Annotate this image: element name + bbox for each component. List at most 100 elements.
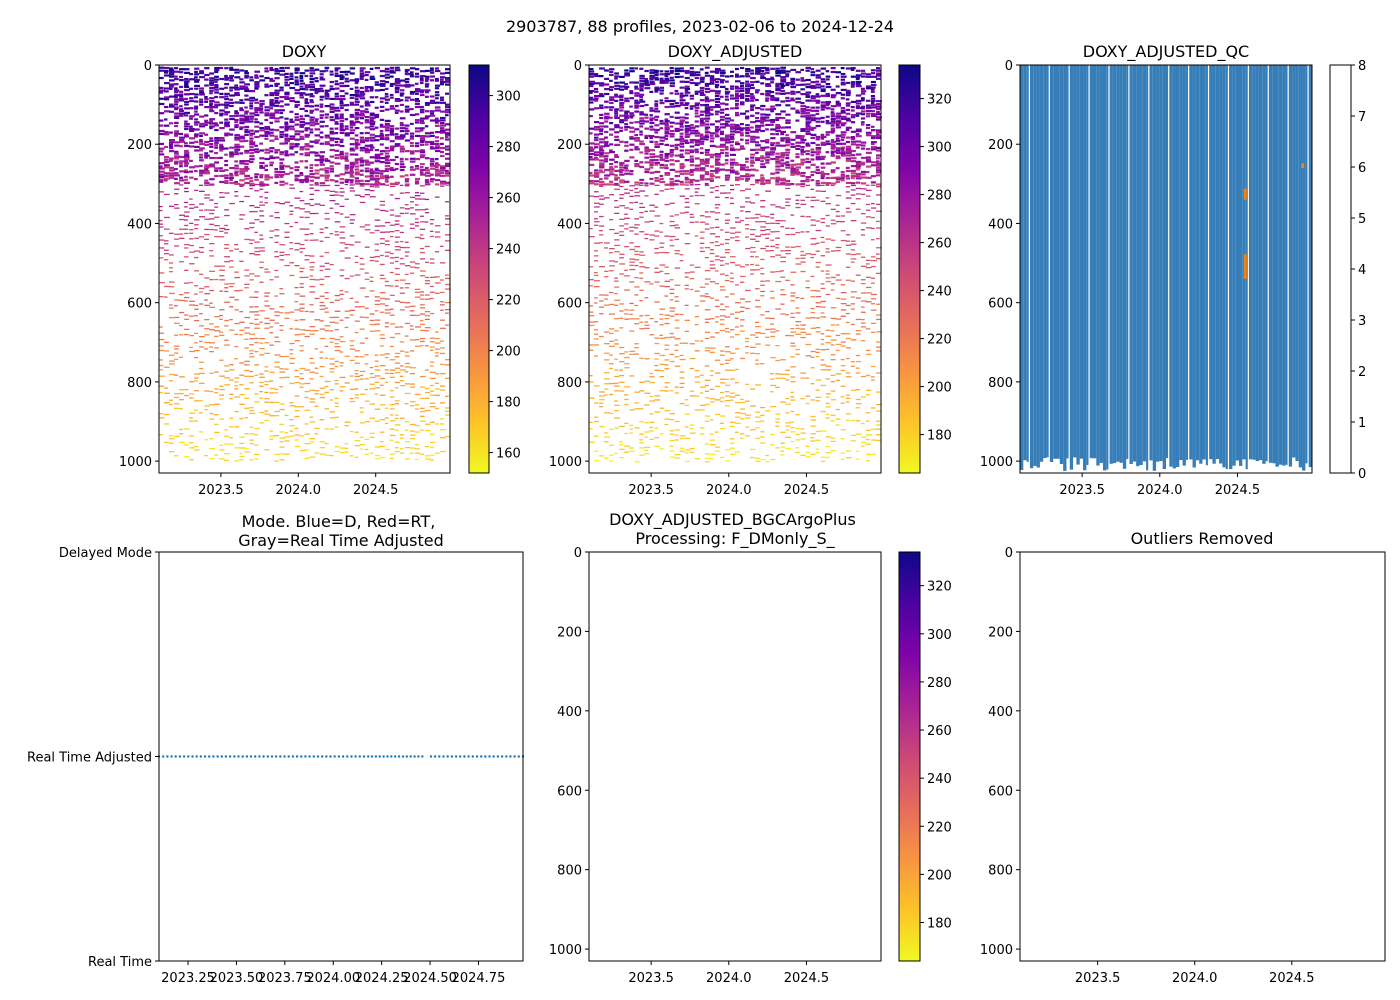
panel-doxy-adjusted-cell [730, 438, 735, 440]
panel-doxy-adjusted-cell [674, 175, 680, 178]
panel-doxy-adjusted-cell [714, 110, 720, 113]
panel-doxy-cell [254, 70, 261, 73]
panel-doxy-adjusted-cell [750, 174, 755, 177]
panel-doxy-adjusted-cell [724, 306, 730, 308]
panel-doxy-cell [279, 158, 285, 161]
panel-doxy-cell [264, 85, 270, 88]
panel-doxy-cell [369, 146, 375, 149]
panel-doxy-cell [189, 435, 194, 437]
panel-doxy-cell [359, 136, 364, 139]
panel-doxy-cell [409, 207, 414, 209]
panel-doxy-cell [379, 209, 386, 212]
panel-doxy-adjusted-cell [714, 207, 719, 209]
panel-doxy-cell [269, 236, 273, 239]
panel-doxy-adjusted-cell [649, 376, 655, 378]
panel-doxy-cell [359, 448, 364, 450]
panel-doxy-adjusted-cell [684, 288, 689, 290]
panel-doxy-cell [229, 296, 235, 298]
panel-doxy-adjusted-cell [724, 359, 731, 361]
panel-doxy-cell [299, 123, 306, 126]
panel-doxy-adjusted-cell [684, 276, 689, 278]
panel-doxy-cell [364, 161, 370, 164]
panel-doxy-adjusted-cell [735, 85, 739, 88]
panel-doxy-cell [214, 128, 219, 132]
panel-doxy-cell [274, 82, 280, 85]
panel-doxy-cell [289, 311, 295, 313]
panel-doxy-adjusted-cell [609, 228, 615, 231]
panel-doxy-adjusted-cell [704, 164, 709, 167]
panel-doxy-cell [254, 85, 260, 88]
panel-doxy-adjusted-cell [765, 94, 771, 97]
panel-doxy-cell [354, 111, 360, 114]
panel-doxy-adjusted-cell [750, 246, 756, 249]
panel-doxy-cell [299, 88, 306, 91]
panel-doxy-cell [199, 246, 205, 249]
panel-doxy-adjusted-cell [644, 380, 651, 382]
panel-doxy-cell [379, 88, 385, 92]
panel-doxy-adjusted-cell [699, 92, 704, 95]
panel-doxy-cell [314, 104, 320, 107]
panel-doxy-adjusted-cell [639, 439, 643, 441]
panel-doxy-adjusted-cell [619, 225, 625, 227]
panel-doxy-adjusted-cell [609, 88, 614, 91]
panel-doxy-cell [369, 119, 374, 122]
panel-doxy-adjusted-cell [760, 436, 765, 438]
panel-doxy-cell [199, 115, 205, 118]
panel-doxy-cell [319, 114, 325, 117]
panel-doxy-cell [209, 404, 215, 406]
panel-doxy-cell [419, 93, 425, 97]
panel-doxy-cell [279, 293, 285, 295]
panel-doxy-cell [359, 74, 365, 77]
panel-doxy-adjusted-cell [589, 195, 594, 197]
panel-doxy-adjusted-cell [765, 233, 771, 235]
panel-doxy-cell [224, 228, 230, 231]
panel-doxy-cell [344, 168, 349, 171]
panel-doxy-adjusted-cell [629, 114, 635, 117]
panel-doxy-cell [329, 139, 335, 142]
panel-doxy-cell [379, 136, 385, 139]
panel-doxy-adjusted-cell [714, 212, 721, 214]
panel-doxy-cell [394, 273, 400, 275]
panel-doxy-adjusted-cell [740, 219, 744, 222]
panel-doxy-cell [424, 132, 431, 135]
panel-doxy-cell [319, 87, 324, 90]
panel-doxy-adjusted-cell [694, 104, 699, 107]
panel-doxy-cell [209, 72, 215, 75]
panel-doxy-adjusted-cell [765, 454, 769, 457]
panel-doxy-adjusted-cell [649, 109, 655, 112]
panel-doxy-cell [369, 280, 374, 282]
panel-doxy-cell [359, 94, 365, 97]
panel-doxy-cell [174, 435, 180, 438]
panel-doxy-cell [419, 111, 425, 114]
panel-doxy-cell [204, 140, 210, 144]
panel-doxy-cell [389, 224, 396, 226]
panel-doxy-cell [159, 175, 165, 178]
panel-doxy-adjusted-cell [714, 86, 719, 89]
panel-doxy-cell [264, 197, 268, 199]
panel-doxy-ytick-label: 600 [127, 297, 152, 312]
panel-doxy-adjusted-cell [594, 133, 600, 136]
panel-doxy-cell [394, 86, 400, 90]
panel-doxy-cell [199, 93, 205, 96]
panel-doxy-adjusted-cell [750, 99, 755, 102]
panel-doxy-cell [174, 134, 178, 137]
panel-doxy-cell [440, 167, 446, 170]
panel-doxy-cell [394, 367, 400, 369]
panel-doxy-adjusted-cell [714, 71, 720, 74]
panel-doxy-adjusted-cell [755, 416, 761, 418]
panel-doxy-cell [429, 337, 435, 339]
panel-doxy-cell [394, 403, 400, 405]
panel-doxy-adjusted-cell [730, 75, 734, 78]
panel-doxy-cell [419, 275, 425, 277]
panel-doxy-cell [209, 89, 214, 92]
panel-doxy-cell [159, 257, 164, 259]
panel-doxy-cell [314, 68, 320, 71]
panel-doxy-adjusted-cell [755, 130, 759, 133]
panel-doxy-cell [279, 423, 284, 425]
panel-doxy-cell [264, 410, 269, 412]
panel-doxy-cell [229, 398, 233, 400]
panel-doxy-cell [304, 133, 311, 136]
panel-doxy-cell [424, 280, 431, 282]
panel-doxy-cell [304, 74, 309, 78]
panel-doxy-cell [259, 142, 264, 145]
